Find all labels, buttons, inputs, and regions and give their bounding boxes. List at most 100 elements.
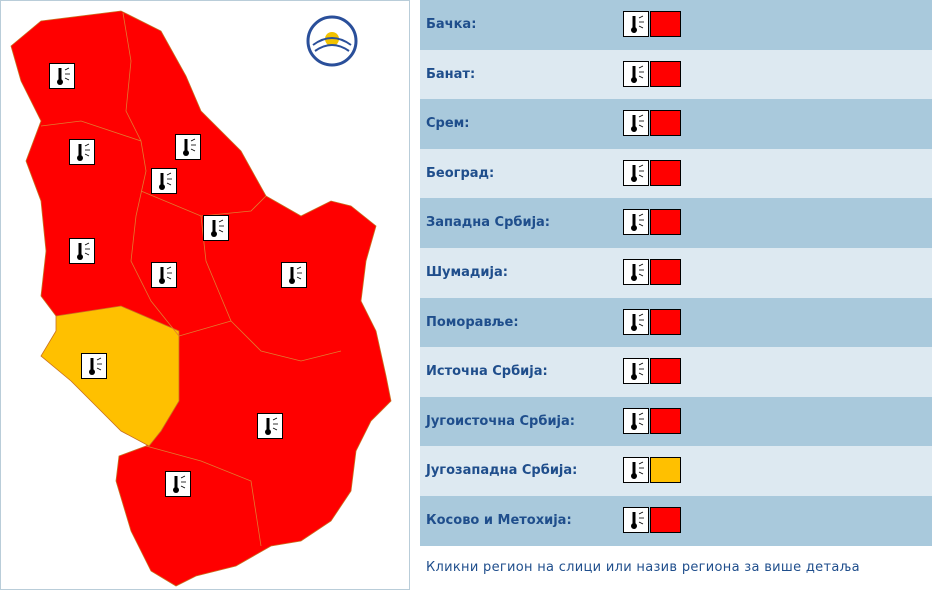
region-name[interactable]: Срем: <box>426 116 470 132</box>
icon-ray <box>218 229 224 233</box>
warning-icon <box>623 407 681 434</box>
warning-level <box>650 457 681 484</box>
warning-icon <box>623 60 681 87</box>
icon-ray <box>638 521 644 525</box>
icon-bulb <box>631 126 637 133</box>
icon-box <box>49 63 75 89</box>
icon-ray <box>180 485 186 489</box>
region-row[interactable]: Косово и Метохија: <box>420 496 932 546</box>
icon-ray <box>638 15 644 19</box>
icon-bulb <box>631 225 637 232</box>
region-name[interactable]: Поморавље: <box>426 314 519 330</box>
icon-ray <box>638 313 644 316</box>
region-row[interactable]: Шумадија: <box>420 248 932 298</box>
icon-box <box>623 259 649 285</box>
icon-box <box>623 110 649 137</box>
icon-ray <box>638 362 644 366</box>
icon-ray <box>638 164 644 168</box>
region-name[interactable]: Шумадија: <box>426 265 508 280</box>
warning-level <box>650 209 681 236</box>
region-name[interactable]: Југозападна Србија: <box>426 463 578 479</box>
icon-box <box>281 262 307 288</box>
region-row[interactable]: Бачка: <box>420 0 932 50</box>
icon-bulb <box>631 76 637 83</box>
icon-ray <box>638 412 644 416</box>
icon-bulb <box>631 324 637 331</box>
icon-bulb <box>77 254 83 260</box>
warning-level <box>650 259 681 285</box>
warning-level <box>650 407 681 434</box>
icon-ray <box>296 276 302 280</box>
warning-icon <box>623 308 681 335</box>
icon-ray <box>638 25 644 29</box>
region-row[interactable]: Југозападна Србија: <box>420 446 932 496</box>
icon-box <box>165 471 191 497</box>
icon-bulb <box>631 374 637 381</box>
warning-icon <box>623 358 681 385</box>
icon-box <box>175 134 201 160</box>
icon-bulb <box>631 175 637 182</box>
region-row[interactable]: Источна Србија: <box>420 347 932 397</box>
region-name[interactable]: Југоисточна Србија: <box>426 413 575 429</box>
region-row[interactable]: Срем: <box>420 99 932 149</box>
icon-ray <box>166 276 172 280</box>
icon-ray <box>166 172 172 176</box>
icon-box <box>623 11 649 37</box>
warning-icon <box>623 159 681 186</box>
region-name[interactable]: Банат: <box>426 66 476 82</box>
icon-ray <box>190 148 196 152</box>
icon-box <box>69 238 95 264</box>
region-name[interactable]: Бачка: <box>426 17 477 32</box>
warning-icon <box>623 457 681 484</box>
region-row[interactable]: Поморавље: <box>420 297 932 348</box>
icon-box <box>623 60 649 87</box>
icon-bulb <box>631 275 637 281</box>
region-row[interactable]: Београд: <box>420 148 932 199</box>
icon-box <box>623 308 649 335</box>
icon-bulb <box>631 523 637 529</box>
icon-bulb <box>183 150 189 156</box>
icon-bulb <box>173 487 179 493</box>
warning-level <box>650 11 681 37</box>
map <box>10 10 392 587</box>
icon-ray <box>638 273 644 277</box>
region-name[interactable]: Косово и Метохија: <box>426 513 572 528</box>
icon-ray <box>190 138 196 142</box>
footer-note: Кликни регион на слици или назив региона… <box>426 560 860 575</box>
region-name[interactable]: Источна Србија: <box>426 364 548 380</box>
icon-box <box>151 262 177 288</box>
icon-ray <box>84 252 90 256</box>
icon-bulb <box>159 184 165 190</box>
icon-bulb <box>265 429 271 435</box>
icon-box <box>69 139 95 165</box>
icon-box <box>623 407 649 434</box>
icon-box <box>623 358 649 385</box>
icon-ray <box>272 417 278 421</box>
icon-box <box>81 353 107 379</box>
icon-box <box>623 159 649 186</box>
region-row[interactable]: Банат: <box>420 49 932 100</box>
map-region[interactable] <box>10 10 392 587</box>
icon-bulb <box>631 423 637 430</box>
region-name[interactable]: Западна Србија: <box>426 215 551 231</box>
warning-level <box>650 60 681 87</box>
region-name[interactable]: Београд: <box>426 165 495 181</box>
icon-ray <box>84 143 90 147</box>
icon-ray <box>638 422 644 426</box>
warning-level <box>650 110 681 137</box>
icon-bulb <box>631 473 637 480</box>
region-row[interactable]: Западна Србија: <box>420 198 932 248</box>
warning-icon <box>623 507 681 533</box>
icon-ray <box>638 472 644 475</box>
icon-ray <box>638 114 644 118</box>
icon-box <box>623 507 649 533</box>
icon-ray <box>180 475 186 479</box>
icon-ray <box>84 242 90 246</box>
region-row[interactable]: Југоисточна Србија: <box>420 396 932 447</box>
icon-box <box>151 168 177 194</box>
icon-ray <box>272 427 278 431</box>
map-region[interactable] <box>40 305 180 447</box>
warning-level <box>650 358 681 385</box>
icon-ray <box>96 367 102 371</box>
